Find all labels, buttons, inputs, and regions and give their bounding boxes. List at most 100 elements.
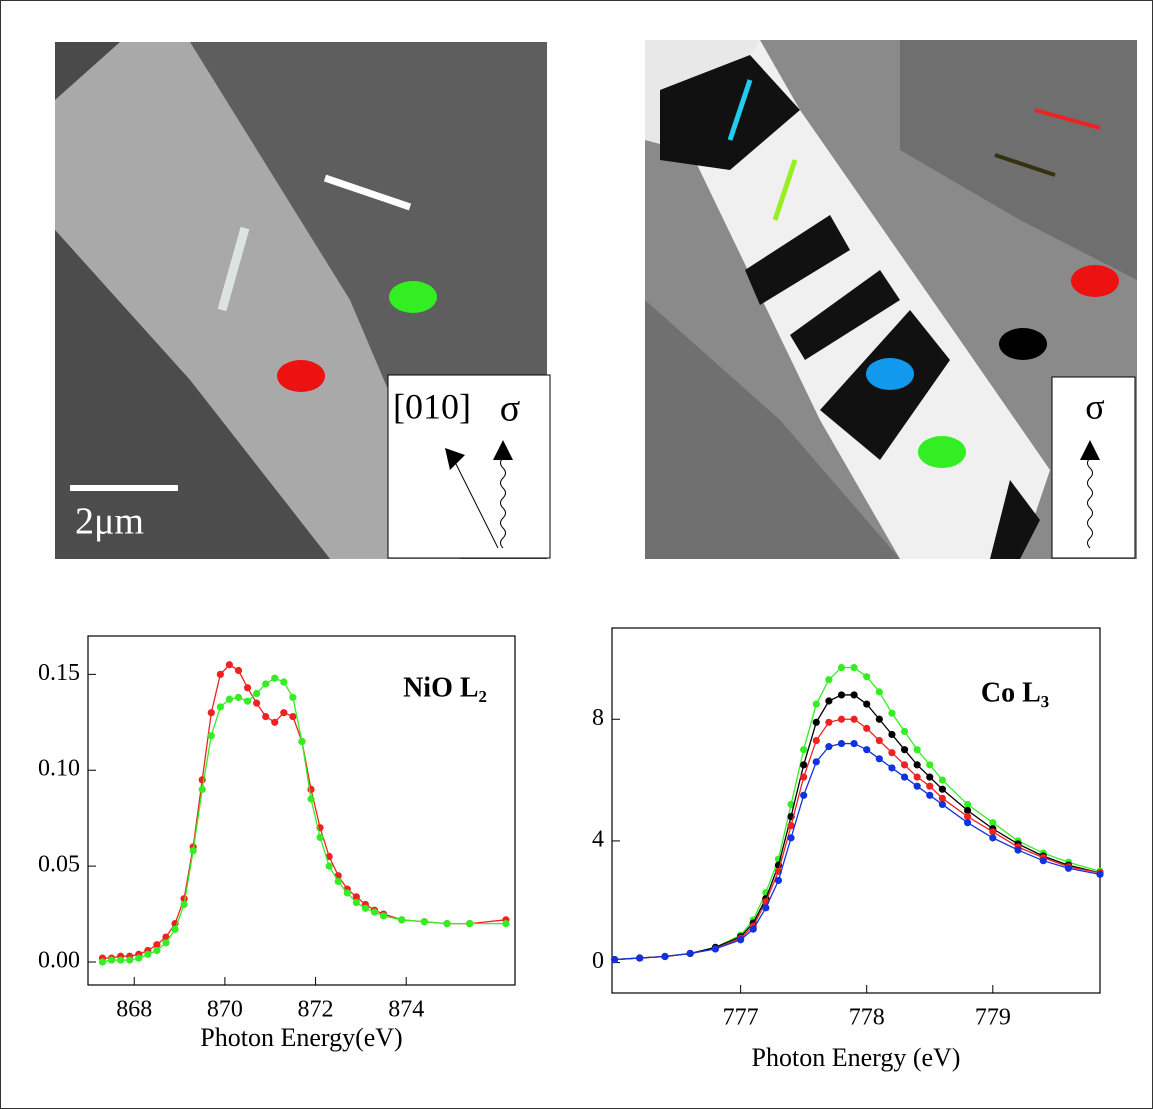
arrowhead [1080,440,1100,460]
data-point [812,700,820,708]
data-point [207,709,215,717]
band [660,55,800,170]
arrow [323,174,412,211]
data-point [420,918,428,926]
data-point [1014,846,1022,854]
annotation: NiO L₂ [403,672,487,703]
arrow [217,226,250,312]
data-point [610,955,619,964]
region [900,40,1137,280]
data-point [787,834,795,842]
data-point [837,715,846,723]
data-point [989,834,997,842]
data-point [153,941,161,949]
data-point [800,746,808,754]
data-point [280,709,288,717]
arrow [454,461,499,549]
data-point [343,889,351,897]
data-point [253,699,261,707]
data-point [900,761,909,769]
marker [1071,265,1119,297]
data-point [938,800,946,809]
wave [1087,457,1093,549]
data-point [234,693,243,701]
data-point [253,689,261,698]
data-point [636,954,644,962]
scale-label: 2μm [75,501,144,543]
data-point [443,920,451,928]
data-point [938,785,946,793]
data-point [913,746,921,754]
x-tick-label: 870 [207,997,243,1023]
data-point [787,822,795,830]
data-point [153,946,161,955]
band [990,480,1040,559]
data-point [180,900,188,909]
data-point [162,939,170,947]
data-point [98,958,107,966]
series-line [614,666,1101,961]
data-point [837,691,846,699]
data-point [863,700,871,708]
data-point [800,773,808,781]
data-point [875,736,883,745]
data-point [812,718,820,726]
data-point [913,761,921,769]
data-point [234,666,243,675]
data-point [850,739,858,748]
data-point [900,746,909,754]
data-point [289,693,297,701]
stripe [55,42,460,559]
data-point [926,761,934,769]
arrow [1034,108,1101,130]
data-point [989,828,997,836]
data-point [837,663,846,672]
data-point [686,949,694,958]
data-point [900,727,909,736]
y-tick-label: 0 [592,948,604,974]
data-point [888,749,896,757]
data-point [207,732,215,740]
data-point [850,663,858,672]
y-tick-label: 0.00 [38,947,80,973]
y-tick-label: 0.05 [38,852,80,878]
data-point [963,819,972,827]
x-axis-label: Photon Energy (eV) [752,1043,961,1072]
data-point [711,945,720,953]
data-point [989,819,997,827]
data-point [298,737,306,746]
data-point [262,680,270,688]
x-tick-label: 874 [388,997,424,1023]
arrowhead [445,448,465,470]
arrow [727,79,753,141]
data-point [466,920,474,928]
data-point [926,773,934,781]
arrowhead [493,440,513,460]
marker [277,360,325,392]
data-point [135,954,143,962]
data-point [243,697,252,705]
data-point [825,697,833,705]
data-point [262,712,270,721]
data-point [888,730,896,739]
data-point [289,712,297,721]
inset [1051,376,1136,559]
region [645,300,900,559]
x-tick-label: 778 [849,1005,885,1031]
data-point [316,833,324,841]
data-point [1039,857,1047,865]
data-point [162,933,170,941]
data-point [502,920,510,928]
data-point [888,709,896,717]
data-point [900,773,909,781]
data-point [825,743,833,751]
data-point [737,936,745,944]
data-point [1096,870,1104,878]
data-point [370,908,379,916]
x-tick-label: 777 [723,1005,759,1031]
marker [866,358,914,390]
data-point [825,718,833,726]
plot-frame [87,635,516,986]
